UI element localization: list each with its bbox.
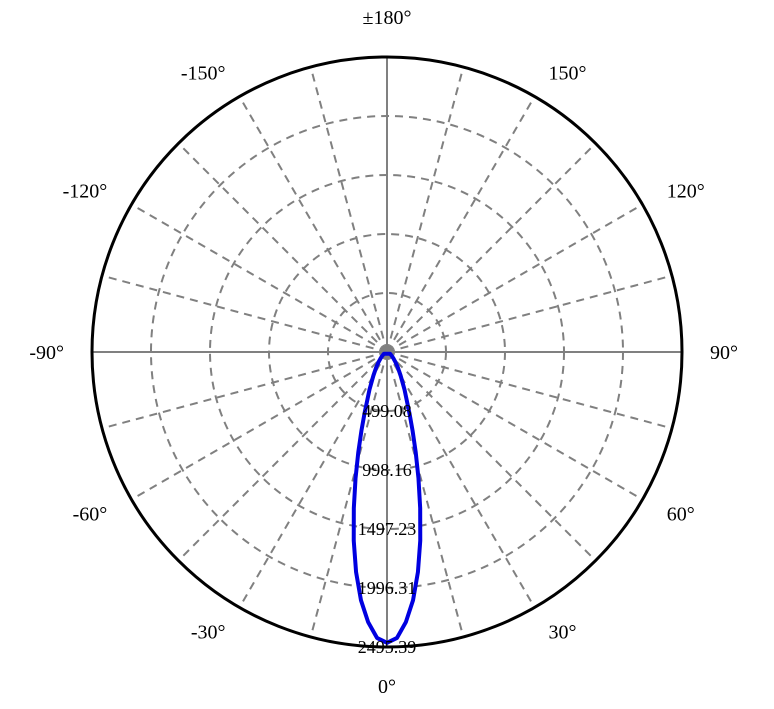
radial-tick-label: 1996.31	[358, 578, 417, 598]
angle-label: -150°	[181, 62, 226, 84]
polar-chart: 499.08 998.16 1497.23 1996.31 2495.39 0° 30° 60…	[0, 0, 774, 709]
angle-label: -60°	[73, 504, 108, 526]
angle-label: 150°	[549, 62, 587, 84]
radial-tick-label: 2495.39	[358, 637, 417, 657]
angle-label: 120°	[667, 181, 705, 203]
radial-tick-label: 1497.23	[358, 519, 417, 539]
angle-label: 0°	[378, 676, 396, 698]
angle-label: -120°	[63, 181, 108, 203]
angle-label: 60°	[667, 504, 695, 526]
radial-tick-label: 499.08	[362, 401, 412, 421]
angle-label: -90°	[29, 342, 64, 364]
angle-label: ±180°	[363, 7, 412, 29]
angle-label: -30°	[191, 622, 226, 644]
angle-label: 30°	[549, 622, 577, 644]
angle-label: 90°	[710, 342, 738, 364]
radial-tick-label: 998.16	[362, 460, 412, 480]
